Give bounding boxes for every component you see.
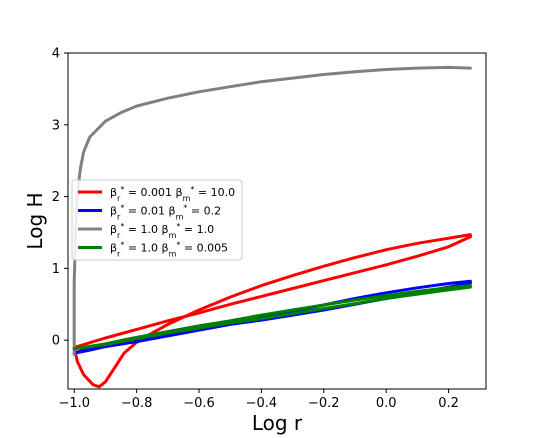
x-tick-label: −0.4 (246, 396, 278, 411)
x-tick-label: −0.2 (308, 396, 340, 411)
y-tick-label: 4 (52, 47, 60, 62)
y-axis-label: Log H (23, 192, 47, 249)
x-tick-label: −0.6 (183, 396, 215, 411)
x-tick-label: −0.8 (121, 396, 153, 411)
series-line-3 (72, 284, 472, 351)
legend-label-0: βr* = 0.001 βm* = 10.0 (110, 185, 235, 203)
x-tick-label: 0.0 (376, 396, 397, 411)
legend-label-1: βr* = 0.01 βm* = 0.2 (110, 203, 221, 221)
x-axis-label: Log r (252, 411, 303, 435)
x-tick-label: 0.2 (438, 396, 459, 411)
y-tick-label: 0 (52, 334, 60, 349)
legend-frame (71, 179, 243, 261)
y-tick-label: 2 (52, 190, 60, 205)
legend: βr* = 0.001 βm* = 10.0βr* = 0.01 βm* = 0… (71, 179, 243, 261)
y-tick-label: 1 (52, 262, 60, 277)
series-line-0 (72, 233, 472, 389)
legend-label-2: βr* = 1.0 βm* = 1.0 (110, 222, 214, 240)
x-tick-label: −1.0 (58, 396, 90, 411)
plot-frame (67, 52, 487, 390)
x-axis: −1.0 −0.8 −0.6 −0.4 −0.2 0.0 0.2 (58, 389, 459, 411)
y-axis: 0 1 2 3 4 (52, 47, 68, 349)
legend-label-3: βr* = 1.0 βm* = 0.005 (110, 240, 228, 258)
y-tick-label: 3 (52, 118, 60, 133)
